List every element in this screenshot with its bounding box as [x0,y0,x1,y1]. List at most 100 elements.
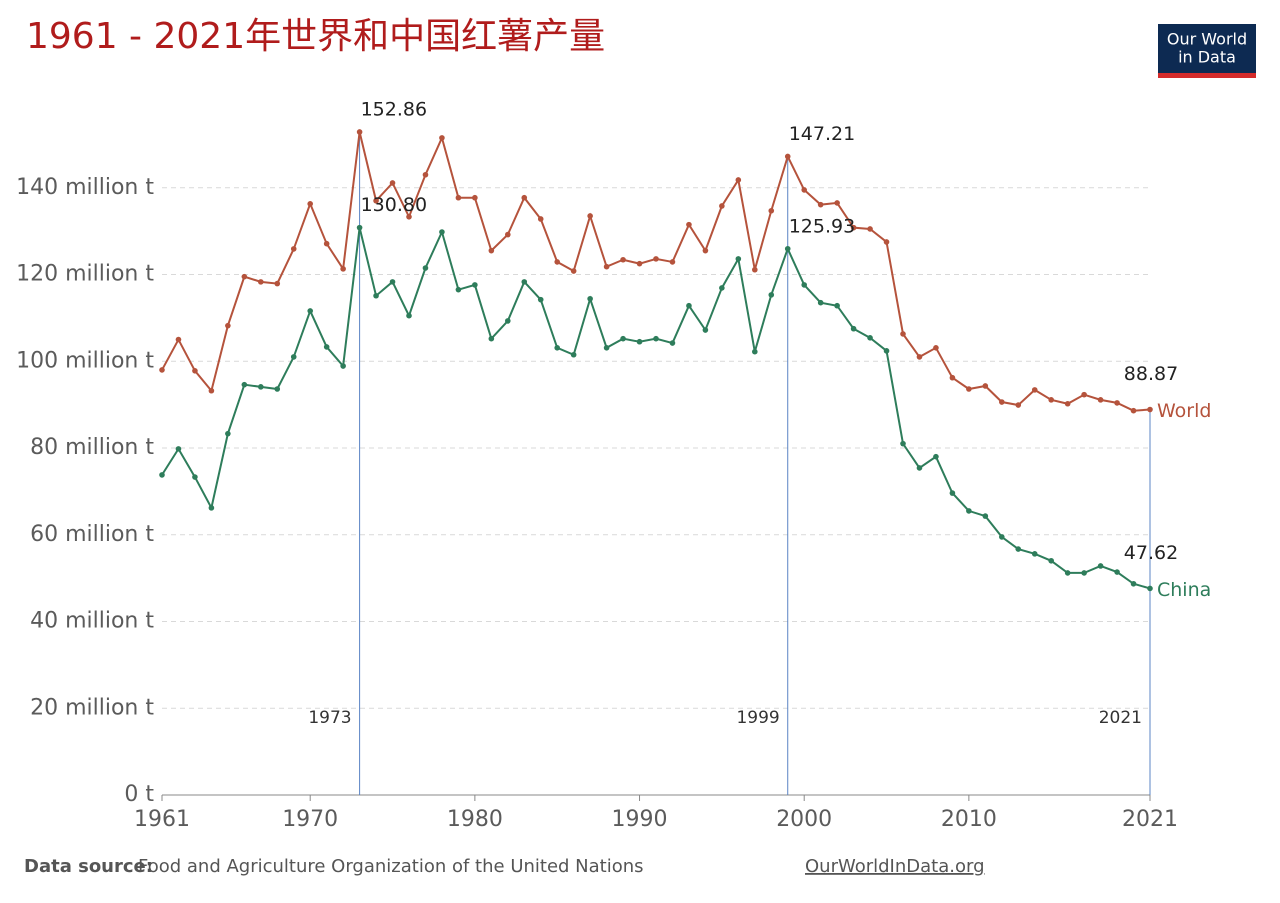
y-tick-label: 0 t [124,782,154,807]
point [982,383,989,389]
logo [1158,24,1256,78]
point [603,345,610,351]
point [1048,557,1054,564]
point [702,327,709,333]
point [1015,546,1022,552]
point [999,534,1005,540]
point [356,224,363,231]
point [949,374,956,381]
point [208,505,215,511]
point [521,279,528,285]
point [636,260,643,267]
y-tick-label: 40 million t [30,609,154,634]
point [241,381,248,388]
x-tick-label: 1970 [282,807,338,832]
point [521,194,528,201]
point [999,399,1005,405]
point [966,508,972,514]
point [389,180,396,186]
point [1048,397,1054,403]
point [192,474,198,480]
point [900,331,906,337]
x-tick-label: 1980 [447,807,503,832]
point [439,135,445,141]
point [867,226,873,232]
point [900,440,906,447]
site-link[interactable]: OurWorldInData.org [805,856,985,877]
point [340,363,346,369]
point [1147,585,1153,592]
y-tick-label: 100 million t [16,348,154,373]
point [817,299,824,306]
point [422,171,429,178]
point [686,302,692,309]
point [505,231,511,238]
point [406,214,412,220]
logo-bar [1158,73,1256,78]
x-tick-label: 2021 [1122,807,1178,832]
point [850,224,857,231]
point [472,194,478,201]
highlight-year: 2021 [1099,708,1142,728]
point [1130,580,1137,587]
point [686,221,692,228]
point [883,348,890,354]
point [422,265,429,271]
point [389,279,396,285]
x-tick-label: 2010 [941,807,997,832]
point [1081,391,1087,398]
y-tick-label: 120 million t [16,262,154,287]
logo-text: Our World [1167,30,1247,49]
point [1064,400,1071,407]
point [373,197,379,204]
y-tick-label: 80 million t [30,435,154,460]
point [1130,407,1137,414]
point [1015,402,1022,408]
point [225,430,231,437]
point [620,256,626,263]
point [603,263,610,270]
value-label: 88.87 [1124,363,1178,385]
point [537,216,544,222]
point [274,280,281,287]
point [356,129,363,135]
y-tick-label: 140 million t [16,175,154,200]
x-tick-label: 1990 [612,807,668,832]
point [307,308,314,314]
point [752,266,758,273]
point [752,348,758,355]
point [966,386,972,392]
source-label: Data source: [24,856,153,877]
point [1031,551,1038,557]
point [159,367,165,373]
point [719,203,725,209]
point [241,273,248,280]
point [768,292,775,298]
point [949,490,956,496]
point [587,213,593,219]
point [801,282,807,288]
point [570,351,577,358]
point [1064,570,1071,576]
value-label: 130.80 [361,194,427,216]
highlight-year: 1999 [736,708,779,728]
point [834,200,840,206]
point [702,247,709,254]
point [1114,400,1120,406]
point [488,335,495,342]
point [455,286,462,293]
point [620,335,626,342]
point [784,153,791,160]
value-label: 47.62 [1124,542,1178,564]
logo-text: in Data [1178,48,1236,67]
chart-title: 1961 - 2021年世界和中国红薯产量 [26,16,605,57]
point [850,325,857,332]
point [554,345,560,351]
point [340,266,346,272]
point [274,386,281,392]
point [373,292,379,299]
point [1097,397,1104,403]
point [323,344,330,350]
point [867,335,873,341]
